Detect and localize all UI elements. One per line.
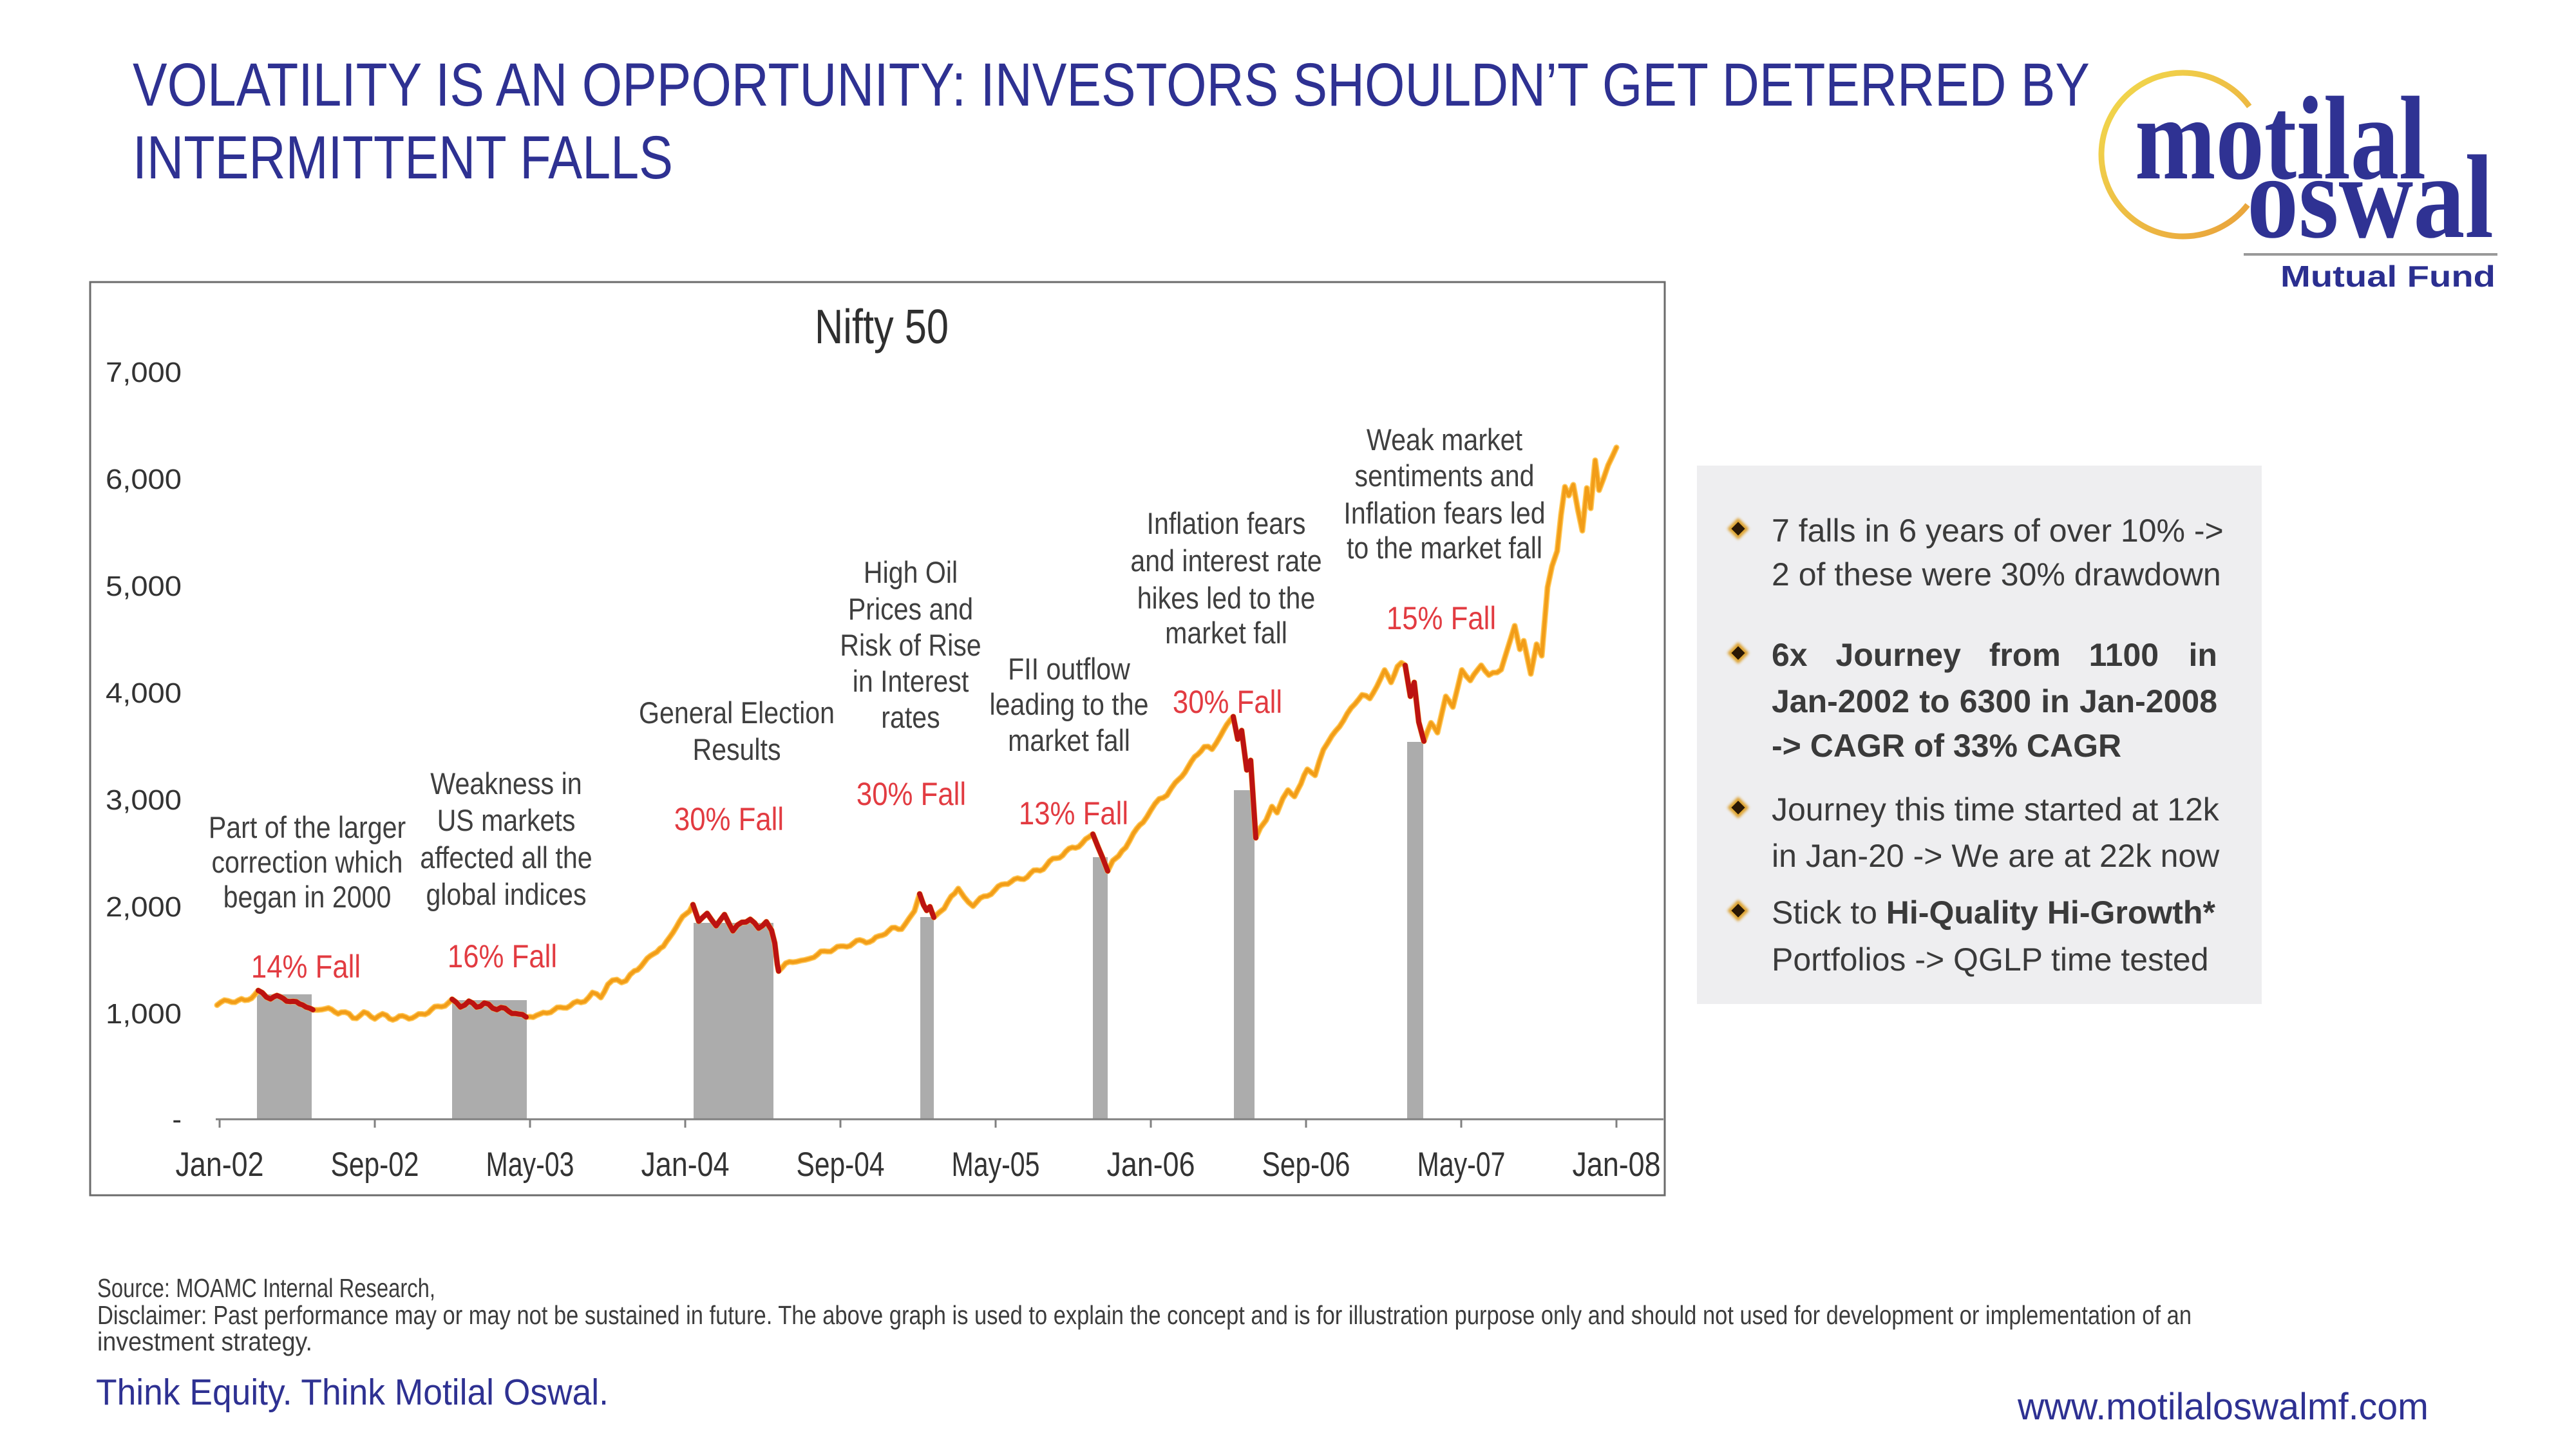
- svg-text:6300: 6300: [1960, 683, 2031, 719]
- svg-text:14% Fall: 14% Fall: [251, 949, 361, 985]
- svg-text:Sep-04: Sep-04: [797, 1146, 885, 1184]
- svg-text:www.motilaloswalmf.com: www.motilaloswalmf.com: [2017, 1386, 2429, 1428]
- svg-text:global indices: global indices: [426, 877, 586, 911]
- svg-text:Weak market: Weak market: [1367, 422, 1522, 457]
- svg-text:in: in: [2189, 637, 2217, 673]
- svg-text:Jan-04: Jan-04: [641, 1146, 730, 1184]
- svg-text:and interest rate: and interest rate: [1130, 544, 1321, 578]
- svg-text:Jan-2008: Jan-2008: [2079, 683, 2217, 719]
- svg-text:Jan-2002: Jan-2002: [1772, 683, 1909, 719]
- svg-text:Prices and: Prices and: [848, 592, 973, 626]
- svg-text:from: from: [1989, 637, 2061, 673]
- svg-text:6,000: 6,000: [106, 464, 182, 495]
- svg-text:Results: Results: [692, 732, 781, 766]
- svg-text:in Interest: in Interest: [853, 664, 969, 698]
- svg-text:May-05: May-05: [952, 1146, 1040, 1184]
- svg-text:Jan-02: Jan-02: [176, 1146, 264, 1184]
- svg-text:7,000: 7,000: [106, 357, 182, 388]
- svg-text:30% Fall: 30% Fall: [674, 801, 784, 837]
- svg-text:Hi-Quality Hi-Growth*: Hi-Quality Hi-Growth*: [1886, 895, 2216, 931]
- svg-text:Weakness in: Weakness in: [430, 766, 582, 800]
- svg-text:General Election: General Election: [639, 696, 835, 730]
- svg-text:Journey this time started at 1: Journey this time started at 12k: [1772, 791, 2220, 828]
- svg-text:Portfolios -> QGLP time tested: Portfolios -> QGLP time tested: [1772, 942, 2209, 978]
- svg-text:hikes led to the: hikes led to the: [1137, 581, 1316, 615]
- svg-text:Risk of Rise: Risk of Rise: [840, 628, 981, 662]
- svg-text:6x: 6x: [1772, 637, 1808, 673]
- svg-text:15% Fall: 15% Fall: [1387, 600, 1496, 636]
- svg-text:rates: rates: [881, 700, 940, 734]
- svg-text:INTERMITTENT FALLS: INTERMITTENT FALLS: [133, 124, 673, 192]
- svg-text:Nifty 50: Nifty 50: [815, 299, 949, 354]
- svg-text:4,000: 4,000: [106, 677, 182, 709]
- svg-text:began in 2000: began in 2000: [223, 880, 392, 914]
- svg-text:to: to: [1919, 683, 1949, 719]
- svg-text:FII outflow: FII outflow: [1008, 652, 1131, 686]
- svg-text:Sep-02: Sep-02: [331, 1146, 419, 1184]
- svg-text:correction which: correction which: [211, 845, 402, 879]
- svg-text:sentiments and: sentiments and: [1355, 459, 1535, 493]
- svg-text:Journey: Journey: [1835, 637, 1961, 673]
- svg-text:market fall: market fall: [1165, 616, 1287, 650]
- svg-text:Sep-06: Sep-06: [1262, 1146, 1350, 1184]
- svg-text:Inflation fears: Inflation fears: [1147, 506, 1306, 540]
- svg-text:13% Fall: 13% Fall: [1019, 795, 1128, 831]
- svg-text:3,000: 3,000: [106, 784, 182, 816]
- svg-text:market fall: market fall: [1008, 723, 1130, 757]
- svg-text:-: -: [172, 1104, 182, 1135]
- svg-text:Source: MOAMC Internal Researc: Source: MOAMC Internal Research,: [97, 1273, 435, 1303]
- svg-text:oswal: oswal: [2247, 131, 2494, 263]
- svg-text:motilal: motilal: [2135, 73, 2426, 205]
- svg-text:5,000: 5,000: [106, 571, 182, 602]
- svg-text:in Jan-20 -> We are at 22k now: in Jan-20 -> We are at 22k now: [1772, 838, 2220, 874]
- svg-text:Think Equity. Think Motilal Os: Think Equity. Think Motilal Oswal.: [96, 1372, 609, 1413]
- svg-text:investment strategy.: investment strategy.: [97, 1327, 312, 1356]
- svg-text:High Oil: High Oil: [864, 555, 958, 589]
- svg-text:May-03: May-03: [486, 1146, 574, 1184]
- svg-text:30% Fall: 30% Fall: [857, 776, 966, 812]
- svg-text:leading to the: leading to the: [990, 687, 1149, 721]
- svg-text:VOLATILITY IS AN OPPORTUNITY:: VOLATILITY IS AN OPPORTUNITY: INVESTORS …: [133, 51, 2090, 119]
- svg-text:Jan-06: Jan-06: [1107, 1146, 1195, 1184]
- svg-text:US markets: US markets: [437, 803, 576, 837]
- svg-text:1100: 1100: [2089, 637, 2159, 673]
- svg-text:2,000: 2,000: [106, 891, 182, 923]
- svg-text:Jan-08: Jan-08: [1573, 1146, 1661, 1184]
- svg-text:Inflation fears led: Inflation fears led: [1343, 496, 1545, 530]
- svg-text:to the market fall: to the market fall: [1347, 531, 1542, 565]
- svg-text:May-07: May-07: [1417, 1146, 1506, 1184]
- svg-text:affected all the: affected all the: [420, 840, 592, 875]
- svg-text:Disclaimer: Past performance m: Disclaimer: Past performance may or may …: [97, 1300, 2192, 1330]
- svg-text:Part of the larger: Part of the larger: [209, 810, 406, 844]
- svg-text:Mutual Fund: Mutual Fund: [2280, 260, 2496, 293]
- svg-text:-> CAGR of 33% CAGR: -> CAGR of 33% CAGR: [1772, 728, 2121, 764]
- svg-text:2 of these were 30% drawdown: 2 of these were 30% drawdown: [1772, 556, 2221, 592]
- svg-text:30% Fall: 30% Fall: [1173, 684, 1282, 720]
- svg-text:1,000: 1,000: [106, 998, 182, 1030]
- svg-text:Stick to: Stick to: [1772, 895, 1877, 931]
- svg-text:7 falls in 6 years of over 10%: 7 falls in 6 years of over 10% ->: [1772, 513, 2224, 549]
- svg-text:in: in: [2041, 683, 2069, 719]
- svg-text:16% Fall: 16% Fall: [448, 938, 557, 974]
